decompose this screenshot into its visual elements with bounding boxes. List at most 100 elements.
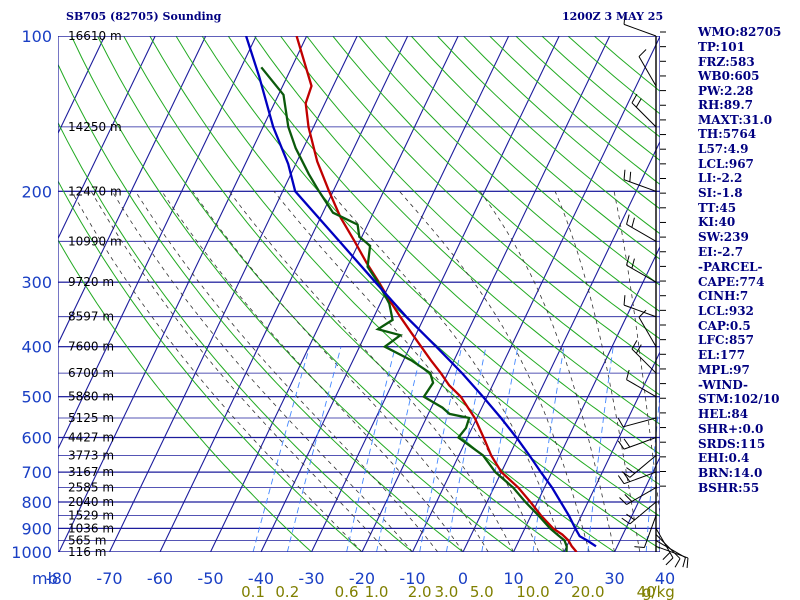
- index-label: SI:-1.8: [698, 186, 743, 200]
- mixing-ratio-label: 1.0: [365, 583, 389, 600]
- height-label: 4427 m: [68, 431, 114, 445]
- wind-barb-feather: [623, 295, 626, 306]
- wind-barb: [655, 534, 681, 559]
- isotherm-line: [58, 36, 156, 240]
- pressure-axis-label: mb: [32, 569, 58, 588]
- wind-barb-feather: [626, 255, 630, 266]
- wind-barb: [638, 56, 657, 87]
- index-label: TP:101: [698, 40, 745, 54]
- wind-barb-feather: [624, 494, 633, 502]
- temperature-tick-label: -50: [197, 569, 223, 588]
- temperature-tick-label: -20: [349, 569, 375, 588]
- index-label: -PARCEL-: [698, 260, 763, 274]
- index-label: CINH:7: [698, 289, 748, 303]
- pressure-tick-label: 1000: [11, 543, 52, 562]
- index-label: LCL:932: [698, 304, 754, 318]
- mixing-ratio-line: [346, 346, 396, 552]
- wind-barb-feather: [623, 169, 626, 180]
- moist-adiabat: [90, 191, 388, 552]
- isotherm-line: [58, 36, 257, 451]
- mixing-ratio-label: 0.1: [241, 583, 265, 600]
- height-label: 2585 m: [68, 481, 114, 495]
- wind-barb: [623, 471, 657, 485]
- dry-adiabat: [253, 36, 660, 425]
- isotherm-line: [0, 36, 4, 552]
- mixing-ratio-line: [587, 346, 614, 552]
- wind-barb-feather: [638, 309, 647, 318]
- pressure-tick-label: 200: [21, 182, 52, 201]
- index-label: LFC:857: [698, 333, 754, 347]
- temperature-tick-label: -70: [96, 569, 122, 588]
- height-label: 5880 m: [68, 390, 114, 404]
- mixing-ratio-line: [252, 346, 311, 552]
- index-label: SRDS:115: [698, 437, 765, 451]
- isotherm-line: [210, 36, 459, 552]
- wind-barb-feather: [626, 214, 630, 225]
- index-label: WB0:605: [697, 69, 759, 83]
- wind-barb: [655, 528, 674, 559]
- isotherm-line: [462, 140, 660, 552]
- pressure-tick-label: 700: [21, 463, 52, 482]
- temperature-tick-label: -60: [147, 569, 173, 588]
- mixing-ratio-label: 0.6: [335, 583, 359, 600]
- index-label: RH:89.7: [698, 98, 753, 112]
- moist-adiabat: [71, 191, 363, 552]
- isotherm-line: [412, 36, 660, 552]
- isotherm-line: [159, 36, 409, 552]
- index-label: L57:4.9: [698, 142, 748, 156]
- wind-barb-feather: [665, 557, 674, 566]
- height-label: 16610 m: [68, 29, 122, 43]
- dry-adiabat: [227, 36, 660, 455]
- dry-adiabat: [97, 36, 565, 552]
- height-label: 3773 m: [68, 448, 114, 462]
- wind-barb: [631, 102, 657, 128]
- dewpoint-profile: [260, 66, 568, 552]
- dry-adiabat: [410, 36, 660, 260]
- index-label: HEL:84: [698, 407, 748, 421]
- moist-adiabat: [111, 191, 413, 552]
- dry-adiabat: [58, 180, 363, 552]
- wind-barb: [626, 264, 657, 283]
- wind-barb-feather: [626, 513, 635, 521]
- index-label: KI:40: [698, 215, 735, 229]
- wind-barb-feather: [635, 344, 642, 354]
- wind-barb-feather: [635, 98, 642, 108]
- diagram-lines: [0, 36, 660, 552]
- dry-adiabat: [280, 36, 660, 396]
- index-label: SHR+:0.0: [698, 422, 763, 436]
- wind-barb-feather: [621, 471, 631, 478]
- mixing-ratio-line: [286, 346, 342, 552]
- wind-barb: [623, 304, 657, 318]
- temperature-tick-label: 10: [503, 569, 523, 588]
- wind-barb-feather: [617, 475, 625, 484]
- isotherm-line: [563, 350, 660, 552]
- height-label: 565 m: [68, 534, 106, 548]
- wind-barb-feather: [682, 557, 686, 568]
- wind-barb-feather: [634, 546, 645, 549]
- index-label: MPL:97: [698, 363, 750, 377]
- temperature-tick-label: -10: [399, 569, 425, 588]
- index-label: BSHR:55: [698, 481, 759, 495]
- index-label: LI:-2.2: [698, 171, 742, 185]
- wind-barb-feather: [623, 438, 631, 448]
- moist-adiabat: [161, 191, 464, 552]
- dry-adiabat: [70, 36, 514, 552]
- dry-adiabat: [332, 36, 660, 340]
- wind-barb: [623, 417, 657, 428]
- pressure-tick-label: 900: [21, 519, 52, 538]
- plot-border: [58, 36, 660, 552]
- temperature-tick-label: 0: [458, 569, 468, 588]
- temperature-tick-label: 40: [655, 569, 675, 588]
- mixing-ratio-line: [419, 346, 463, 552]
- dry-adiabat: [149, 36, 660, 550]
- index-label: CAP:0.5: [698, 319, 751, 333]
- height-label: 14250 m: [68, 120, 122, 134]
- temperature-tick-label: -80: [46, 569, 72, 588]
- mixing-ratio-label: 20.0: [571, 583, 604, 600]
- moist-adiabat: [613, 191, 660, 517]
- height-label: 9720 m: [68, 275, 114, 289]
- wind-barb-feather: [619, 497, 627, 505]
- height-label: 116 m: [68, 545, 106, 559]
- sounding-time: 1200Z 3 MAY 25: [562, 10, 663, 23]
- index-label: PW:2.28: [698, 84, 753, 98]
